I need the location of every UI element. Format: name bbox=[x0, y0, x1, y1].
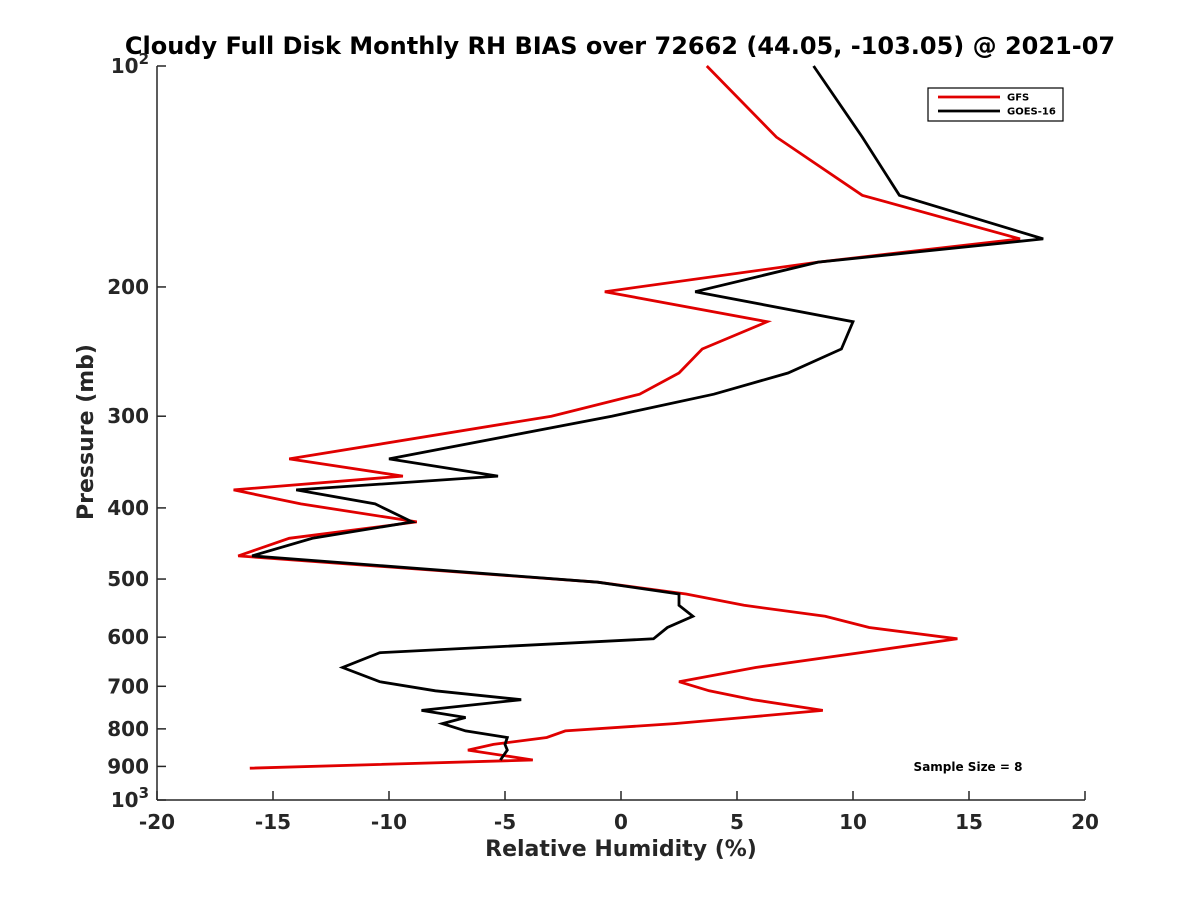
x-axis-label: Relative Humidity (%) bbox=[485, 837, 757, 862]
x-tick-label: 0 bbox=[614, 810, 628, 834]
y-tick-label: 102 bbox=[111, 50, 149, 78]
y-axis-label: Pressure (mb) bbox=[74, 344, 99, 520]
y-tick-label: 500 bbox=[107, 567, 149, 591]
x-tick-label: -20 bbox=[139, 810, 175, 834]
x-tick-label: 15 bbox=[955, 810, 983, 834]
y-tick-label: 200 bbox=[107, 275, 149, 299]
plot-area bbox=[233, 65, 1044, 770]
x-tick-label: 5 bbox=[730, 810, 744, 834]
legend-label-gfs: GFS bbox=[1007, 93, 1029, 104]
y-tick-label: 800 bbox=[107, 717, 149, 741]
legend-box bbox=[927, 87, 1064, 122]
x-tick-label: 20 bbox=[1071, 810, 1099, 834]
axes bbox=[156, 66, 1085, 801]
legend: GFS GOES-16 bbox=[927, 87, 1064, 122]
x-tick-label: 10 bbox=[839, 810, 867, 834]
x-tick-label: -10 bbox=[371, 810, 407, 834]
y-tick-label: 900 bbox=[107, 754, 149, 778]
y-tick-label: 300 bbox=[107, 404, 149, 428]
y-tick-label: 400 bbox=[107, 496, 149, 520]
x-axis: -20 -15 -10 -5 0 5 10 15 20 bbox=[139, 791, 1099, 834]
series-line-goes-16 bbox=[251, 65, 1044, 761]
y-tick-label: 103 bbox=[111, 784, 149, 812]
chart-title: Cloudy Full Disk Monthly RH BIAS over 72… bbox=[125, 32, 1115, 60]
x-tick-label: -15 bbox=[255, 810, 291, 834]
x-tick-label: -5 bbox=[494, 810, 516, 834]
y-tick-label: 700 bbox=[107, 674, 149, 698]
sample-size-annotation: Sample Size = 8 bbox=[914, 760, 1023, 774]
legend-label-goes-16: GOES-16 bbox=[1007, 107, 1056, 118]
y-tick-label: 600 bbox=[107, 625, 149, 649]
y-axis: 102 200 300 400 500 600 700 800 900 103 bbox=[107, 50, 166, 812]
